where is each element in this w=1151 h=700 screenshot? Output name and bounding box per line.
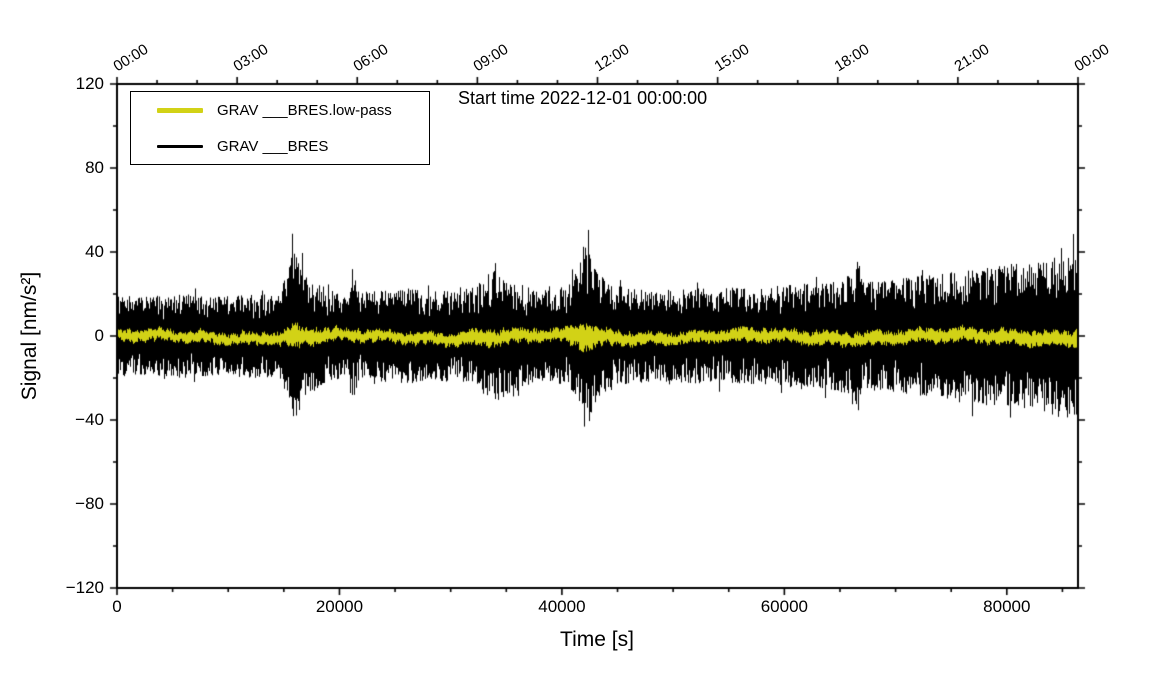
legend-label-lowpass: GRAV ___BRES.low-pass (217, 101, 392, 119)
legend: GRAV ___BRES.low-pass GRAV ___BRES (130, 91, 430, 165)
y-tick-label: −80 (75, 494, 104, 513)
x-tick-label: 40000 (538, 597, 586, 616)
chart-title: Start time 2022-12-01 00:00:00 (458, 88, 708, 108)
legend-item-lowpass: GRAV ___BRES.low-pass (131, 92, 429, 128)
y-tick-label: 80 (85, 158, 104, 177)
x-axis-title: Time [s] (560, 628, 634, 651)
x-tick-label: 20000 (315, 597, 364, 616)
y-tick-label: −120 (65, 578, 104, 597)
legend-label-raw: GRAV ___BRES (217, 137, 329, 155)
x-tick-label: 80000 (983, 597, 1031, 616)
legend-line-lowpass-icon (157, 107, 203, 113)
y-tick-label: 120 (75, 74, 104, 93)
legend-item-raw: GRAV ___BRES (131, 128, 429, 164)
x-tick-label: 60000 (760, 597, 808, 616)
y-tick-label: 0 (94, 326, 104, 345)
x-tick-label: 0 (112, 597, 122, 616)
y-tick-label: 40 (85, 242, 104, 261)
legend-line-raw-icon (157, 144, 203, 148)
y-tick-label: −40 (75, 410, 104, 429)
